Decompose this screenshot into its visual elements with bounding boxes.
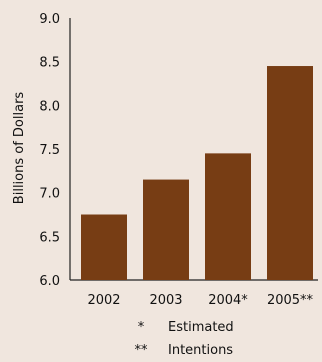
footnote-text: Intentions — [168, 343, 233, 358]
bar-2002 — [81, 214, 127, 280]
y-tick-label: 9.0 — [39, 12, 60, 27]
footnote-mark: ** — [135, 343, 149, 358]
y-tick-label: 7.0 — [39, 187, 60, 202]
bar-2003 — [143, 179, 189, 280]
category-label: 2004* — [208, 293, 248, 308]
y-tick-label: 6.0 — [39, 274, 60, 289]
footnote-mark: * — [138, 320, 145, 335]
y-tick-label: 7.5 — [39, 143, 60, 158]
category-label: 2002 — [87, 293, 120, 308]
bar-2004 — [205, 153, 251, 280]
category-labels: 2002 2003 2004* 2005** — [87, 293, 313, 308]
y-tick-label: 8.5 — [39, 56, 60, 71]
bars — [81, 66, 313, 281]
footnote-text: Estimated — [168, 320, 234, 335]
y-tick-labels: 6.0 6.5 7.0 7.5 8.0 8.5 9.0 — [39, 12, 60, 289]
category-label: 2003 — [149, 293, 182, 308]
bar-2005 — [267, 66, 313, 281]
footnote-estimated: * Estimated — [138, 320, 234, 335]
category-label: 2005** — [267, 293, 314, 308]
y-tick-label: 6.5 — [39, 230, 60, 245]
y-tick-label: 8.0 — [39, 99, 60, 114]
footnote-intentions: ** Intentions — [135, 343, 234, 358]
y-axis-label: Billions of Dollars — [12, 92, 27, 205]
